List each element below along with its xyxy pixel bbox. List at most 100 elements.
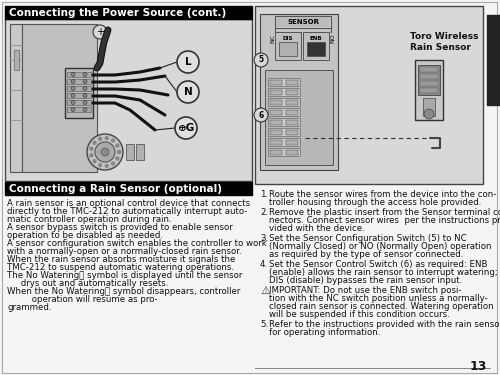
Bar — [270, 90, 282, 94]
Bar — [5, 6, 252, 19]
Bar — [136, 144, 144, 160]
Bar — [418, 65, 440, 95]
Bar — [268, 148, 300, 156]
Circle shape — [105, 136, 108, 140]
Text: When the rain sensor absorbs moisture it signals the: When the rain sensor absorbs moisture it… — [7, 255, 235, 264]
Text: 4.: 4. — [260, 260, 268, 269]
Text: N: N — [184, 87, 192, 97]
Bar — [420, 88, 438, 93]
Text: Toro Wireless
Rain Sensor: Toro Wireless Rain Sensor — [410, 32, 478, 52]
Bar — [487, 15, 500, 105]
Bar — [270, 99, 282, 105]
Bar — [415, 60, 443, 120]
Circle shape — [71, 72, 75, 76]
Bar — [14, 50, 19, 70]
Circle shape — [83, 108, 87, 111]
Text: grammed.: grammed. — [7, 303, 52, 312]
Text: (enable) allows the rain sensor to interrupt watering;: (enable) allows the rain sensor to inter… — [269, 268, 498, 277]
Text: NC: NC — [270, 33, 276, 43]
Text: troller housing through the access hole provided.: troller housing through the access hole … — [269, 198, 482, 207]
Text: +: + — [96, 27, 104, 37]
Bar — [303, 32, 329, 60]
Text: for operating information.: for operating information. — [269, 328, 380, 337]
Text: 1.: 1. — [260, 190, 268, 199]
Text: DIS (disable) bypasses the rain sensor input.: DIS (disable) bypasses the rain sensor i… — [269, 276, 462, 285]
Circle shape — [116, 157, 119, 160]
Bar — [276, 17, 330, 27]
Text: 13: 13 — [470, 360, 487, 373]
Bar — [67, 107, 91, 112]
Text: operation will resume as pro-: operation will resume as pro- — [7, 295, 158, 304]
Bar — [67, 79, 91, 84]
Circle shape — [424, 109, 434, 119]
Text: The No Wateringⓘ symbol is displayed until the sensor: The No Wateringⓘ symbol is displayed unt… — [7, 271, 242, 280]
Bar — [22, 24, 97, 172]
Circle shape — [93, 25, 107, 39]
Bar — [10, 24, 22, 172]
Circle shape — [71, 108, 75, 111]
Text: When the No Wateringⓘ symbol disappears, controller: When the No Wateringⓘ symbol disappears,… — [7, 287, 240, 296]
Text: drys out and automatically resets.: drys out and automatically resets. — [7, 279, 168, 288]
Circle shape — [112, 162, 114, 165]
Circle shape — [98, 137, 102, 140]
Text: TMC-212 to suspend automatic watering operations.: TMC-212 to suspend automatic watering op… — [7, 263, 234, 272]
Text: closed rain sensor is connected. Watering operation: closed rain sensor is connected. Waterin… — [269, 302, 494, 311]
Bar — [270, 110, 282, 114]
Bar — [279, 42, 297, 56]
Bar — [286, 120, 298, 124]
Circle shape — [98, 164, 102, 166]
Bar — [65, 68, 93, 118]
Circle shape — [90, 154, 93, 157]
Circle shape — [118, 150, 120, 153]
Bar — [270, 120, 282, 124]
Circle shape — [83, 93, 87, 98]
Text: 6: 6 — [258, 111, 264, 120]
Circle shape — [175, 117, 197, 139]
Circle shape — [95, 142, 115, 162]
Circle shape — [83, 80, 87, 84]
Text: Remove the plastic insert from the Sensor terminal con-: Remove the plastic insert from the Senso… — [269, 208, 500, 217]
Bar — [268, 78, 300, 86]
Circle shape — [118, 150, 120, 153]
Bar — [420, 81, 438, 86]
Bar — [420, 74, 438, 79]
Text: Set the Sensor Control Switch (6) as required: ENB: Set the Sensor Control Switch (6) as req… — [269, 260, 488, 269]
Text: Set the Sensor Configuration Switch (5) to NC: Set the Sensor Configuration Switch (5) … — [269, 234, 466, 243]
Text: ⚠: ⚠ — [260, 286, 270, 296]
Text: 3.: 3. — [260, 234, 268, 243]
Text: operation to be disabled as needed.: operation to be disabled as needed. — [7, 231, 163, 240]
Bar — [275, 16, 331, 28]
Bar — [67, 86, 91, 91]
Circle shape — [87, 134, 123, 170]
Text: tion with the NC switch position unless a normally-: tion with the NC switch position unless … — [269, 294, 488, 303]
Bar — [260, 14, 338, 170]
Circle shape — [116, 144, 119, 147]
Bar — [286, 80, 298, 84]
Bar — [420, 67, 438, 72]
Text: with a normally-open or a normally-closed rain sensor.: with a normally-open or a normally-close… — [7, 247, 242, 256]
Circle shape — [71, 87, 75, 90]
Bar — [67, 93, 91, 98]
Circle shape — [112, 139, 114, 142]
Text: NO: NO — [330, 33, 336, 43]
Text: vided with the device.: vided with the device. — [269, 224, 365, 233]
Bar — [268, 128, 300, 136]
Text: directly to the TMC-212 to automatically interrupt auto-: directly to the TMC-212 to automatically… — [7, 207, 248, 216]
Bar — [268, 88, 300, 96]
Text: Connecting a Rain Sensor (optional): Connecting a Rain Sensor (optional) — [9, 183, 222, 194]
Text: matic controller operation during rain.: matic controller operation during rain. — [7, 215, 172, 224]
Circle shape — [83, 87, 87, 90]
Text: Connecting the Power Source (cont.): Connecting the Power Source (cont.) — [9, 8, 226, 18]
Bar — [286, 99, 298, 105]
Circle shape — [83, 72, 87, 76]
Bar — [270, 129, 282, 135]
Text: Refer to the instructions provided with the rain sensor: Refer to the instructions provided with … — [269, 320, 500, 329]
Text: (Normally Closed) or NO (Normally Open) operation: (Normally Closed) or NO (Normally Open) … — [269, 242, 492, 251]
Circle shape — [177, 51, 199, 73]
Text: A sensor bypass switch is provided to enable sensor: A sensor bypass switch is provided to en… — [7, 223, 233, 232]
Text: as required by the type of sensor connected.: as required by the type of sensor connec… — [269, 250, 464, 259]
Text: 5: 5 — [258, 56, 264, 64]
Bar — [5, 182, 252, 195]
Circle shape — [93, 141, 96, 144]
Bar — [275, 32, 301, 60]
